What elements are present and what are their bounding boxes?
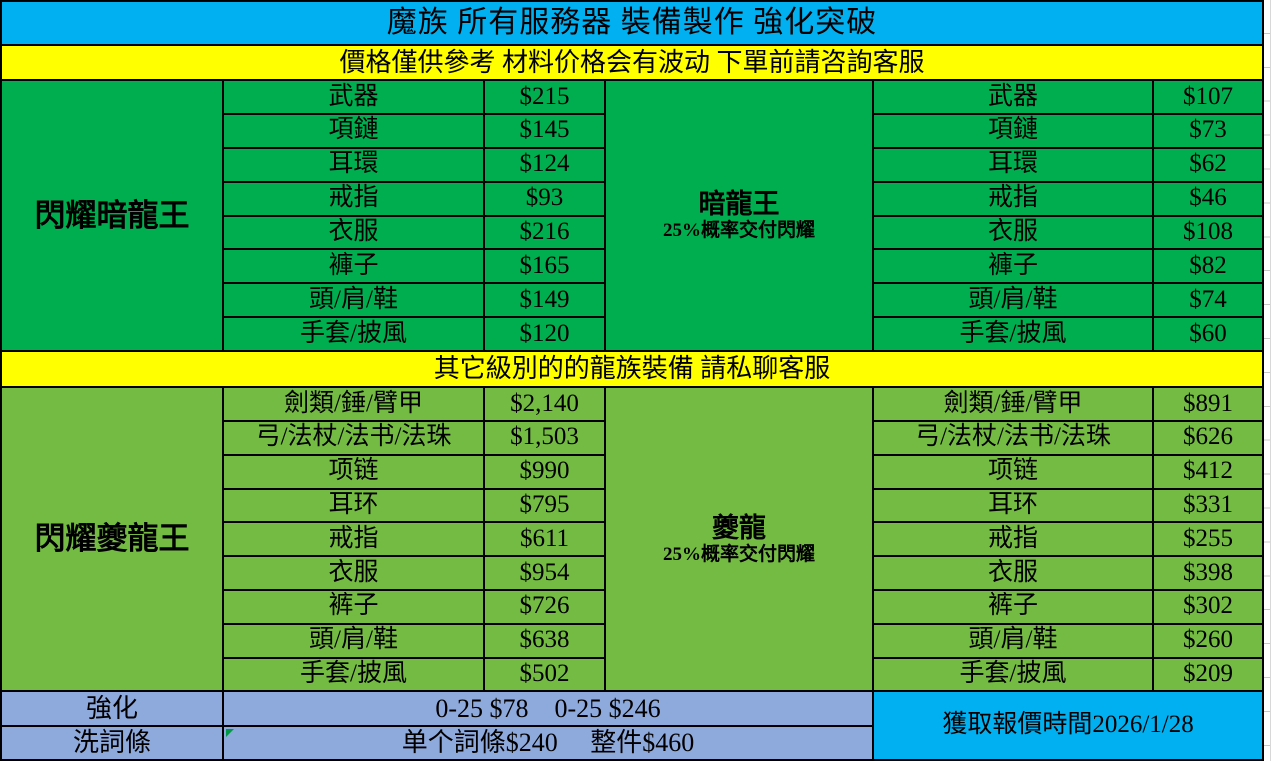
item-cell[interactable]: 戒指	[872, 521, 1154, 558]
item-cell[interactable]: 頭/肩/鞋	[222, 282, 485, 319]
price-cell[interactable]: $990	[483, 453, 606, 490]
item-cell[interactable]: 项链	[872, 453, 1154, 490]
price-cell[interactable]: $108	[1151, 214, 1265, 251]
item-cell[interactable]: 項鏈	[872, 112, 1154, 149]
price-cell[interactable]: $73	[1151, 112, 1265, 149]
reroll-row-label[interactable]: 洗詞條	[0, 724, 224, 761]
item-cell[interactable]: 戒指	[222, 180, 485, 217]
price-cell[interactable]: $74	[1151, 282, 1265, 319]
item-cell[interactable]: 武器	[222, 79, 485, 115]
item-cell[interactable]: 衣服	[222, 555, 485, 591]
item-cell[interactable]: 衣服	[872, 214, 1154, 251]
price-cell[interactable]: $302	[1151, 588, 1265, 625]
price-cell[interactable]: $502	[483, 656, 606, 693]
item-cell[interactable]: 裤子	[872, 588, 1154, 625]
price-cell[interactable]: $62	[1151, 146, 1265, 183]
enhance-row-label[interactable]: 強化	[0, 690, 224, 727]
price-cell[interactable]: $626	[1151, 419, 1265, 456]
page-title[interactable]: 魔族 所有服務器 裝備製作 強化突破	[0, 0, 1265, 46]
price-cell[interactable]: $331	[1151, 487, 1265, 524]
reroll-row-content[interactable]: 单个詞條$240 整件$460	[222, 724, 874, 761]
item-cell[interactable]: 衣服	[872, 555, 1154, 591]
item-cell[interactable]: 頭/肩/鞋	[872, 282, 1154, 319]
tier-label-lower[interactable]: 夔龍 25%概率交付閃耀	[604, 386, 874, 693]
item-cell[interactable]: 褲子	[872, 248, 1154, 285]
tier-title-upper: 暗龍王	[698, 189, 780, 220]
item-cell[interactable]: 弓/法杖/法书/法珠	[872, 419, 1154, 456]
price-cell[interactable]: $255	[1151, 521, 1265, 558]
item-cell[interactable]: 褲子	[222, 248, 485, 285]
item-cell[interactable]: 裤子	[222, 588, 485, 625]
quote-date-cell[interactable]: 獲取報價時間2026/1/28	[871, 690, 1265, 761]
price-notice-banner[interactable]: 價格僅供參考 材料价格会有波动 下單前請咨詢客服	[0, 44, 1265, 81]
price-cell[interactable]: $412	[1151, 453, 1265, 490]
price-cell[interactable]: $398	[1151, 555, 1265, 591]
item-cell[interactable]: 武器	[872, 79, 1154, 115]
price-cell[interactable]: $611	[483, 521, 606, 558]
item-cell[interactable]: 弓/法杖/法书/法珠	[222, 419, 485, 456]
sheet-gridline-strip	[1264, 0, 1271, 761]
price-cell[interactable]: $954	[483, 555, 606, 591]
price-cell[interactable]: $215	[483, 79, 606, 115]
enhance-row-content[interactable]: 0-25 $78 0-25 $246	[222, 690, 874, 727]
item-cell[interactable]: 戒指	[872, 180, 1154, 217]
item-cell[interactable]: 衣服	[222, 214, 485, 251]
price-cell[interactable]: $260	[1151, 622, 1265, 659]
item-cell[interactable]: 耳環	[872, 146, 1154, 183]
item-cell[interactable]: 頭/肩/鞋	[872, 622, 1154, 659]
price-cell[interactable]: $638	[483, 622, 606, 659]
price-cell[interactable]: $726	[483, 588, 606, 625]
item-cell[interactable]: 劍類/錘/臂甲	[222, 386, 485, 422]
item-cell[interactable]: 手套/披風	[222, 656, 485, 693]
category-label-upper[interactable]: 閃耀暗龍王	[0, 78, 224, 353]
price-cell[interactable]: $795	[483, 487, 606, 524]
price-cell[interactable]: $60	[1151, 316, 1265, 353]
tier-subtitle-upper: 25%概率交付閃耀	[662, 220, 815, 242]
tier-title-lower: 夔龍	[712, 512, 766, 543]
price-cell[interactable]: $46	[1151, 180, 1265, 217]
other-tier-banner[interactable]: 其它級別的的龍族裝備 請私聊客服	[0, 350, 1265, 389]
item-cell[interactable]: 頭/肩/鞋	[222, 622, 485, 659]
price-cell[interactable]: $93	[483, 180, 606, 217]
item-cell[interactable]: 手套/披風	[222, 316, 485, 353]
item-cell[interactable]: 戒指	[222, 521, 485, 558]
price-cell[interactable]: $107	[1151, 79, 1265, 115]
tier-subtitle-lower: 25%概率交付閃耀	[662, 543, 815, 565]
price-cell[interactable]: $145	[483, 112, 606, 149]
price-cell[interactable]: $82	[1151, 248, 1265, 285]
item-cell[interactable]: 耳环	[872, 487, 1154, 524]
item-cell[interactable]: 项链	[222, 453, 485, 490]
price-cell[interactable]: $891	[1151, 386, 1265, 422]
price-cell[interactable]: $165	[483, 248, 606, 285]
item-cell[interactable]: 耳環	[222, 146, 485, 183]
price-cell[interactable]: $120	[483, 316, 606, 353]
category-label-lower[interactable]: 閃耀夔龍王	[0, 386, 224, 693]
tier-label-upper[interactable]: 暗龍王 25%概率交付閃耀	[604, 78, 874, 353]
price-cell[interactable]: $209	[1151, 656, 1265, 693]
price-cell[interactable]: $216	[483, 214, 606, 251]
item-cell[interactable]: 手套/披風	[872, 656, 1154, 693]
item-cell[interactable]: 項鏈	[222, 112, 485, 149]
price-cell[interactable]: $124	[483, 146, 606, 183]
price-cell[interactable]: $1,503	[483, 419, 606, 456]
price-cell[interactable]: $2,140	[483, 386, 606, 422]
item-cell[interactable]: 耳环	[222, 487, 485, 524]
item-cell[interactable]: 手套/披風	[872, 316, 1154, 353]
price-cell[interactable]: $149	[483, 282, 606, 319]
item-cell[interactable]: 劍類/錘/臂甲	[872, 386, 1154, 422]
